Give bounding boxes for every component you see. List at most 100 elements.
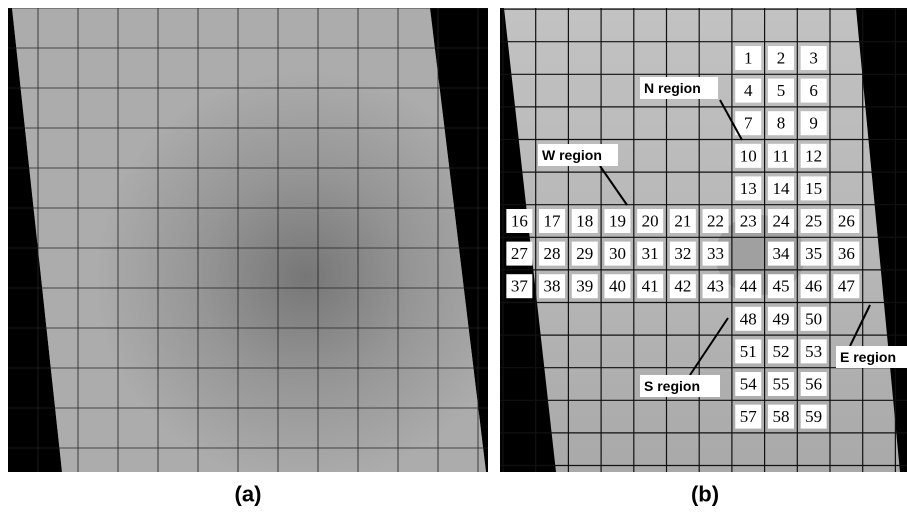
cell-number: 25 bbox=[805, 212, 822, 231]
cell-box bbox=[735, 404, 762, 429]
cell-number: 31 bbox=[642, 244, 659, 263]
cell-number: 59 bbox=[805, 407, 822, 426]
cell-box bbox=[800, 339, 827, 364]
cell-number: 36 bbox=[838, 244, 855, 263]
cell-number: 45 bbox=[772, 277, 789, 296]
region-box bbox=[640, 77, 718, 99]
cell-number: 21 bbox=[674, 212, 691, 231]
cell-box bbox=[702, 274, 729, 299]
cell-box bbox=[702, 209, 729, 233]
cell-number: 26 bbox=[838, 212, 855, 231]
cell-box bbox=[735, 78, 762, 103]
cell-number: 58 bbox=[772, 407, 789, 426]
cell-box bbox=[833, 241, 860, 266]
cell-box bbox=[833, 209, 860, 233]
cell-box bbox=[735, 274, 762, 299]
cell-box bbox=[767, 241, 794, 266]
cell-number: 49 bbox=[772, 309, 789, 328]
cell-number: 3 bbox=[809, 49, 818, 68]
caption: (b) bbox=[691, 482, 719, 507]
cell-box bbox=[767, 46, 794, 70]
cell-number: 30 bbox=[609, 244, 626, 263]
cell-box bbox=[767, 143, 794, 168]
caption: (a) bbox=[235, 482, 262, 507]
cell-number: 47 bbox=[838, 277, 856, 296]
cell-box bbox=[735, 339, 762, 364]
cell-box bbox=[735, 143, 762, 168]
cell-number: 55 bbox=[772, 375, 789, 394]
cell-box bbox=[800, 209, 827, 233]
cell-number: 14 bbox=[772, 179, 790, 198]
cell-number: 12 bbox=[805, 146, 822, 165]
cell-box bbox=[767, 404, 794, 429]
cell-box bbox=[735, 306, 762, 331]
cell-number: 15 bbox=[805, 179, 822, 198]
cell-number: 32 bbox=[674, 244, 691, 263]
cell-box bbox=[800, 372, 827, 396]
region-box bbox=[538, 144, 618, 166]
cell-box bbox=[506, 209, 533, 233]
cell-number: 54 bbox=[740, 375, 758, 394]
cell-box bbox=[767, 372, 794, 396]
cell-box bbox=[637, 209, 664, 233]
cell-number: 9 bbox=[809, 114, 818, 133]
cell-box bbox=[800, 404, 827, 429]
leader-line bbox=[719, 99, 743, 141]
cell-box bbox=[735, 372, 762, 396]
cell-number: 13 bbox=[740, 179, 757, 198]
cell-number: 46 bbox=[805, 277, 822, 296]
cell-box bbox=[767, 274, 794, 299]
region-label: N region bbox=[644, 80, 701, 96]
region-label: E region bbox=[840, 349, 896, 365]
cell-number: 6 bbox=[809, 81, 818, 100]
leader-line bbox=[849, 304, 871, 347]
leader-line bbox=[689, 317, 729, 376]
cell-number: 5 bbox=[777, 81, 786, 100]
cell-box bbox=[669, 209, 696, 233]
cell-number: 16 bbox=[511, 212, 528, 231]
cell-number: 52 bbox=[772, 342, 789, 361]
cell-number: 29 bbox=[576, 244, 593, 263]
cell-number: 11 bbox=[773, 146, 789, 165]
cell-number: 18 bbox=[576, 212, 593, 231]
cell-number: 51 bbox=[740, 342, 757, 361]
dark-patch bbox=[12, 8, 486, 472]
cell-box bbox=[571, 241, 598, 266]
cell-number: 50 bbox=[805, 309, 822, 328]
cell-box bbox=[767, 176, 794, 201]
cell-number: 28 bbox=[544, 244, 561, 263]
cell-box bbox=[604, 209, 631, 233]
cell-box bbox=[669, 241, 696, 266]
cell-number: 2 bbox=[777, 49, 786, 68]
cell-box bbox=[735, 176, 762, 201]
cell-number: 56 bbox=[805, 375, 822, 394]
cell-box bbox=[571, 274, 598, 299]
cell-box bbox=[800, 241, 827, 266]
panel-a bbox=[8, 8, 488, 472]
cell-number: 19 bbox=[609, 212, 626, 231]
cell-box bbox=[800, 78, 827, 103]
cell-number: 38 bbox=[544, 277, 561, 296]
cell-number: 7 bbox=[744, 114, 753, 133]
cell-box bbox=[637, 241, 664, 266]
cell-box bbox=[767, 78, 794, 103]
cell-number: 39 bbox=[576, 277, 593, 296]
cell-box bbox=[800, 143, 827, 168]
cell-box bbox=[767, 111, 794, 136]
cell-box bbox=[539, 241, 566, 266]
cell-number: 57 bbox=[740, 407, 758, 426]
cell-box bbox=[539, 209, 566, 233]
region-label: S region bbox=[644, 378, 700, 394]
cell-box bbox=[735, 46, 762, 70]
cell-box bbox=[767, 339, 794, 364]
cell-number: 24 bbox=[772, 212, 790, 231]
cell-number: 10 bbox=[740, 146, 757, 165]
cell-box bbox=[767, 306, 794, 331]
cell-box bbox=[735, 209, 762, 233]
region-box bbox=[836, 346, 907, 368]
cell-number: 48 bbox=[740, 309, 757, 328]
cell-number: 40 bbox=[609, 277, 626, 296]
